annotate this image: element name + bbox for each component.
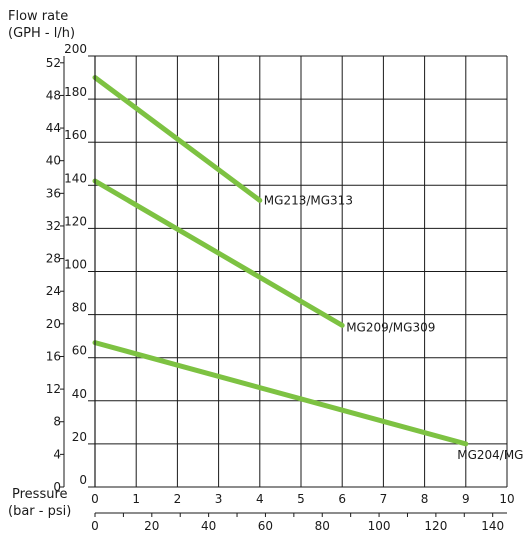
y-lh-tick-label: 140 [64,171,87,185]
chart-ticks: 0204060801001201401601802000481216202428… [46,42,515,533]
series-line [92,340,469,447]
y-lh-tick-label: 180 [64,85,87,99]
x-bar-tick-label: 7 [380,492,388,506]
y-gph-tick-label: 52 [46,56,61,70]
y-lh-tick-label: 160 [64,128,87,142]
y-gph-tick-label: 16 [46,349,61,363]
y-lh-tick-label: 200 [64,42,87,56]
y-gph-tick-label: 4 [53,447,61,461]
y-lh-tick-label: 20 [72,430,87,444]
series-label: MG213/MG313 [264,193,353,207]
x-bar-tick-label: 3 [215,492,223,506]
y-lh-tick-label: 120 [64,214,87,228]
chart-axes [63,56,507,514]
x-bar-tick-label: 6 [338,492,346,506]
y-gph-tick-label: 48 [46,88,61,102]
x-axis-title-line2: (bar - psi) [8,504,71,519]
x-bar-tick-label: 0 [91,492,99,506]
y-lh-tick-label: 100 [64,258,87,272]
y-lh-tick-label: 80 [72,301,87,315]
series-line [92,75,263,203]
x-bar-tick-label: 8 [421,492,429,506]
x-psi-tick-label: 100 [368,519,391,533]
y-gph-tick-label: 32 [46,219,61,233]
y-gph-tick-label: 44 [46,121,61,135]
x-bar-tick-label: 5 [297,492,305,506]
x-psi-tick-label: 40 [201,519,216,533]
x-bar-tick-label: 4 [256,492,264,506]
series-line [92,178,345,328]
y-axis-title-line2: (GPH - l/h) [8,26,75,41]
x-psi-tick-label: 80 [315,519,330,533]
y-gph-tick-label: 36 [46,186,61,200]
x-bar-tick-label: 2 [174,492,182,506]
y-gph-tick-label: 0 [53,480,61,494]
x-psi-tick-label: 0 [91,519,99,533]
x-psi-tick-label: 60 [258,519,273,533]
chart-series: MG213/MG313 MG209/MG309 MG204/MG304 [92,75,524,462]
series-label: MG209/MG309 [346,320,435,334]
x-bar-tick-label: 10 [499,492,514,506]
y-axis-title-line1: Flow rate [8,9,68,24]
series-label: MG204/MG304 [457,448,524,462]
x-bar-tick-label: 9 [462,492,470,506]
y-lh-tick-label: 40 [72,387,87,401]
y-lh-tick-label: 60 [72,344,87,358]
x-psi-tick-label: 20 [144,519,159,533]
x-axis-title-line1: Pressure [12,487,68,502]
y-gph-tick-label: 24 [46,284,61,298]
y-gph-tick-label: 40 [46,154,61,168]
y-gph-tick-label: 28 [46,252,61,266]
y-gph-tick-label: 12 [46,382,61,396]
x-psi-tick-label: 120 [424,519,447,533]
y-lh-tick-label: 0 [79,473,87,487]
y-gph-tick-label: 8 [53,415,61,429]
x-psi-tick-label: 140 [481,519,504,533]
y-gph-tick-label: 20 [46,317,61,331]
x-bar-tick-label: 1 [132,492,140,506]
